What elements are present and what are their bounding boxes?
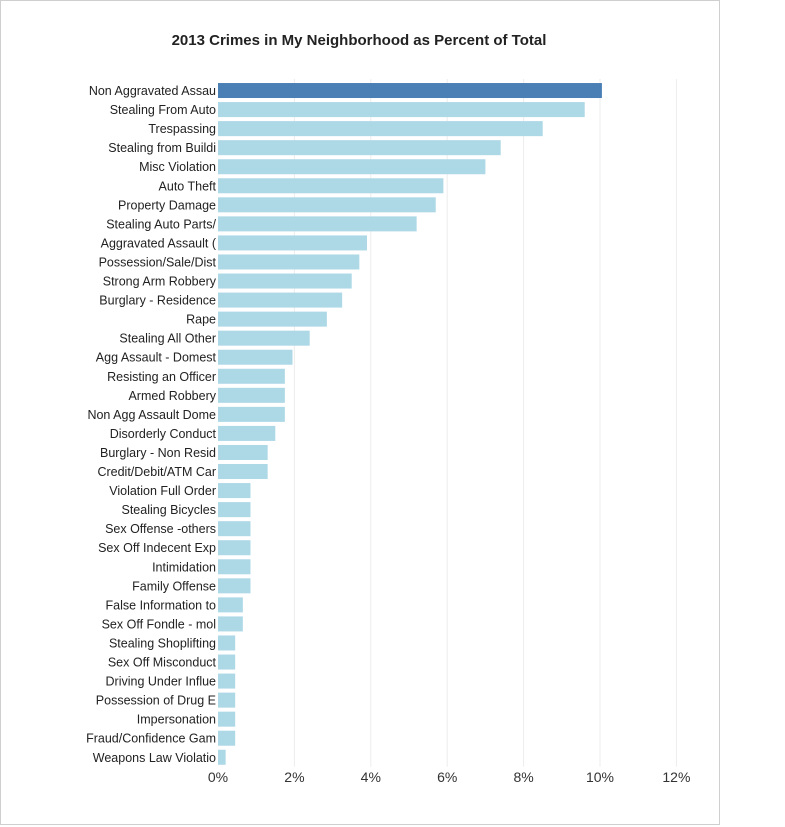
category-label: False Information to <box>106 598 217 612</box>
bar <box>218 83 602 99</box>
category-label: Driving Under Influe <box>106 675 217 689</box>
bar <box>218 311 327 327</box>
category-label: Possession of Drug E <box>96 694 216 708</box>
bar-chart: 2013 Crimes in My Neighborhood as Percen… <box>86 32 691 785</box>
bar <box>218 654 236 670</box>
bar <box>218 502 251 518</box>
chart-frame: 2013 Crimes in My Neighborhood as Percen… <box>0 0 720 825</box>
x-tick-label: 12% <box>662 769 690 785</box>
x-axis-ticks: 0% 2% 4% 6% 8% 10% 12% <box>208 769 691 785</box>
bar <box>218 673 236 689</box>
bar <box>218 216 417 232</box>
category-label: Violation Full Order <box>109 484 216 498</box>
bar <box>218 749 226 765</box>
category-labels: Non Aggravated Assau Stealing From Auto Tr… <box>86 84 217 765</box>
x-tick-label: 10% <box>586 769 614 785</box>
category-label: Sex Off Indecent Exp <box>98 541 216 555</box>
category-label: Burglary - Non Resid <box>100 446 216 460</box>
bar <box>218 692 236 708</box>
bar <box>218 540 251 556</box>
category-label: Disorderly Conduct <box>110 427 217 441</box>
bar <box>218 292 343 308</box>
bar <box>218 597 243 613</box>
category-label: Stealing from Buildi <box>108 141 216 155</box>
bar <box>218 406 285 422</box>
category-label: Stealing All Other <box>119 332 216 346</box>
category-label: Burglary - Residence <box>99 294 216 308</box>
category-label: Stealing Auto Parts/ <box>106 217 216 231</box>
bar <box>218 483 251 499</box>
bar <box>218 102 585 118</box>
category-label: Weapons Law Violatio <box>93 751 216 765</box>
bar <box>218 368 285 384</box>
bar <box>218 159 486 175</box>
bars <box>218 83 602 765</box>
category-label: Non Aggravated Assau <box>89 84 216 98</box>
bar <box>218 121 543 137</box>
bar <box>218 464 268 480</box>
bar <box>218 616 243 632</box>
category-label: Non Agg Assault Dome <box>87 408 216 422</box>
x-tick-label: 8% <box>513 769 533 785</box>
bar <box>218 559 251 575</box>
category-label: Fraud/Confidence Gam <box>86 732 216 746</box>
category-label: Sex Offense -others <box>105 522 216 536</box>
category-label: Sex Off Misconduct <box>108 656 217 670</box>
bar <box>218 254 360 270</box>
category-label: Impersonation <box>137 713 216 727</box>
bar <box>218 140 501 156</box>
category-label: Stealing Shoplifting <box>109 636 216 650</box>
bar <box>218 235 367 251</box>
category-label: Aggravated Assault ( <box>101 236 217 250</box>
bar <box>218 730 236 746</box>
gridlines <box>293 79 677 767</box>
chart-title: 2013 Crimes in My Neighborhood as Percen… <box>172 32 547 49</box>
category-label: Sex Off Fondle - mol <box>102 617 216 631</box>
bar <box>218 330 310 346</box>
bar <box>218 521 251 537</box>
category-label: Rape <box>186 313 216 327</box>
x-tick-label: 4% <box>361 769 381 785</box>
x-tick-label: 0% <box>208 769 228 785</box>
category-label: Property Damage <box>118 198 216 212</box>
bar <box>218 444 268 460</box>
bar <box>218 349 293 365</box>
category-label: Resisting an Officer <box>107 370 216 384</box>
bar <box>218 711 236 727</box>
category-label: Intimidation <box>152 560 216 574</box>
bar <box>218 578 251 594</box>
x-tick-label: 2% <box>284 769 304 785</box>
category-label: Family Offense <box>132 579 216 593</box>
category-label: Strong Arm Robbery <box>103 275 217 289</box>
category-label: Trespassing <box>148 122 216 136</box>
bar <box>218 387 285 403</box>
category-label: Credit/Debit/ATM Car <box>97 465 216 479</box>
category-label: Misc Violation <box>139 160 216 174</box>
category-label: Agg Assault - Domest <box>96 351 217 365</box>
category-label: Possession/Sale/Dist <box>99 255 217 269</box>
bar <box>218 635 236 651</box>
bar <box>218 425 276 441</box>
category-label: Stealing From Auto <box>110 103 216 117</box>
x-tick-label: 6% <box>437 769 457 785</box>
category-label: Armed Robbery <box>128 389 216 403</box>
category-label: Auto Theft <box>159 179 217 193</box>
bar <box>218 273 352 289</box>
category-label: Stealing Bicycles <box>122 503 217 517</box>
bar <box>218 197 436 213</box>
bar <box>218 178 444 194</box>
